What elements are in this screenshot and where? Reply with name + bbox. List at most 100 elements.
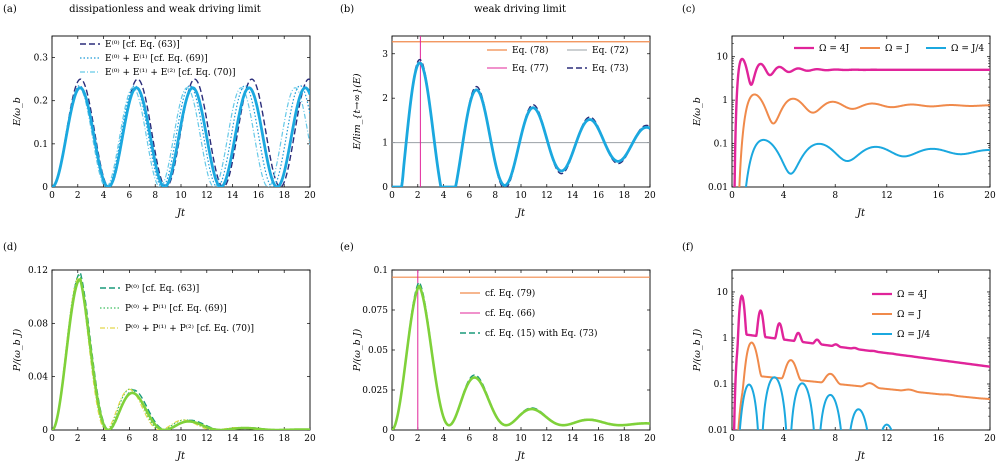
y-tick-label: 0.08 bbox=[28, 319, 48, 329]
legend-label: E⁽⁰⁾ + E⁽¹⁾ + E⁽²⁾ [cf. Eq. (70)] bbox=[105, 67, 236, 78]
x-tick-label: 4 bbox=[441, 434, 447, 444]
x-tick-label: 4 bbox=[781, 434, 787, 444]
legend: E⁽⁰⁾ [cf. Eq. (63)] E⁽⁰⁾ + E⁽¹⁾ [cf. Eq. … bbox=[80, 39, 236, 78]
x-tick-label: 8 bbox=[152, 434, 158, 444]
legend: P⁽⁰⁾ [cf. Eq. (63)] P⁽⁰⁾ + P⁽¹⁾ [cf. Eq. … bbox=[100, 283, 254, 334]
y-axis-label: E/ω_b bbox=[692, 97, 703, 127]
x-tick-label: 2 bbox=[415, 434, 421, 444]
y-tick-label: 0.1 bbox=[714, 140, 728, 150]
plot-area bbox=[392, 270, 650, 430]
y-tick-label: 10 bbox=[717, 53, 729, 63]
x-tick-label: 0 bbox=[49, 191, 55, 201]
x-tick-label: 10 bbox=[175, 191, 187, 201]
legend: Ω = 4J Ω = J Ω = J/4 bbox=[872, 290, 930, 340]
x-tick-label: 0 bbox=[49, 434, 55, 444]
panel-label: (d) bbox=[3, 242, 17, 253]
x-tick-label: 20 bbox=[304, 434, 316, 444]
x-tick-label: 16 bbox=[593, 191, 605, 201]
plot-area bbox=[52, 78, 310, 187]
x-tick-label: 12 bbox=[201, 191, 212, 201]
x-tick-label: 16 bbox=[253, 434, 265, 444]
series-line bbox=[733, 57, 990, 187]
legend-label: E⁽⁰⁾ [cf. Eq. (63)] bbox=[105, 39, 180, 50]
x-tick-label: 14 bbox=[567, 434, 579, 444]
series-line bbox=[392, 61, 650, 187]
plot-area bbox=[52, 271, 310, 430]
x-tick-label: 12 bbox=[881, 434, 892, 444]
x-tick-label: 20 bbox=[644, 434, 656, 444]
x-tick-label: 2 bbox=[75, 191, 81, 201]
legend-label: P⁽⁰⁾ + P⁽¹⁾ + P⁽²⁾ [cf. Eq. (70)] bbox=[125, 323, 254, 334]
series-line bbox=[392, 284, 650, 430]
series-line bbox=[52, 78, 310, 187]
y-axis-label: E/lim_{t→∞}(E) bbox=[352, 73, 363, 150]
legend-label: Eq. (73) bbox=[592, 63, 629, 74]
series-line bbox=[52, 86, 310, 187]
x-tick-label: 6 bbox=[127, 434, 133, 444]
y-axis-label: P/(ω_b J) bbox=[692, 329, 703, 373]
legend-label: Ω = J bbox=[885, 44, 910, 54]
plot-area bbox=[392, 36, 650, 187]
x-tick-label: 14 bbox=[227, 191, 239, 201]
series-line bbox=[52, 87, 310, 187]
y-tick-label: 0.2 bbox=[34, 97, 48, 107]
x-tick-label: 12 bbox=[201, 434, 212, 444]
x-tick-label: 18 bbox=[278, 434, 290, 444]
y-axis-label: P/(ω_b J) bbox=[352, 329, 363, 373]
x-tick-label: 18 bbox=[618, 434, 630, 444]
series-line bbox=[737, 341, 990, 430]
x-tick-label: 10 bbox=[175, 434, 187, 444]
legend-label: P⁽⁰⁾ [cf. Eq. (63)] bbox=[125, 283, 199, 294]
panel-label: (e) bbox=[340, 242, 354, 253]
legend: cf. Eq. (79) cf. Eq. (66) cf. Eq. (15) wit… bbox=[460, 288, 598, 339]
y-tick-label: 1 bbox=[722, 334, 728, 344]
x-tick-label: 10 bbox=[515, 191, 527, 201]
y-tick-label: 0.01 bbox=[708, 183, 728, 193]
x-tick-label: 4 bbox=[101, 434, 107, 444]
legend-label: Eq. (72) bbox=[592, 45, 629, 56]
y-tick-label: 1 bbox=[382, 139, 388, 149]
panel-label: (f) bbox=[682, 242, 694, 253]
x-tick-label: 2 bbox=[75, 434, 81, 444]
x-tick-label: 12 bbox=[541, 434, 552, 444]
series-line bbox=[52, 277, 310, 430]
y-tick-label: 0 bbox=[42, 426, 48, 436]
series-line bbox=[738, 93, 990, 187]
x-tick-label: 12 bbox=[541, 191, 552, 201]
y-tick-label: 0.025 bbox=[362, 386, 388, 396]
x-axis-label: Jt bbox=[175, 208, 186, 219]
x-tick-label: 6 bbox=[467, 191, 473, 201]
panel-title: dissipationless and weak driving limit bbox=[69, 4, 261, 15]
series-line bbox=[52, 85, 310, 187]
series-line bbox=[744, 138, 990, 187]
y-tick-label: 0.01 bbox=[708, 426, 728, 436]
legend-label: Ω = 4J bbox=[897, 290, 927, 300]
y-tick-label: 0 bbox=[382, 183, 388, 193]
x-tick-label: 6 bbox=[127, 191, 133, 201]
x-tick-label: 0 bbox=[389, 434, 395, 444]
y-tick-label: 0 bbox=[382, 426, 388, 436]
plot-area bbox=[733, 57, 990, 187]
y-tick-label: 0.04 bbox=[28, 373, 48, 383]
x-tick-label: 16 bbox=[933, 191, 945, 201]
x-tick-label: 20 bbox=[984, 191, 996, 201]
legend-label: cf. Eq. (66) bbox=[485, 308, 535, 319]
x-axis-label: Jt bbox=[515, 451, 526, 462]
x-tick-label: 8 bbox=[492, 191, 498, 201]
x-tick-label: 16 bbox=[933, 434, 945, 444]
axes-frame bbox=[731, 35, 991, 188]
legend-label: Ω = J/4 bbox=[951, 44, 984, 54]
legend-label: Ω = J bbox=[897, 310, 922, 320]
series-line bbox=[738, 376, 893, 430]
panel-d: 0 2 4 6 8 10 12 14 16 18 20 0 0.04 0.08 0.12 Jt P/(ω_b J… bbox=[3, 242, 316, 462]
series-line bbox=[392, 281, 650, 430]
x-tick-label: 16 bbox=[253, 191, 265, 201]
x-tick-label: 10 bbox=[515, 434, 527, 444]
x-tick-label: 12 bbox=[881, 191, 892, 201]
x-axis-label: Jt bbox=[855, 451, 866, 462]
y-tick-label: 0.12 bbox=[28, 266, 48, 276]
x-tick-label: 4 bbox=[781, 191, 787, 201]
series-line bbox=[732, 294, 990, 430]
x-tick-label: 4 bbox=[101, 191, 107, 201]
